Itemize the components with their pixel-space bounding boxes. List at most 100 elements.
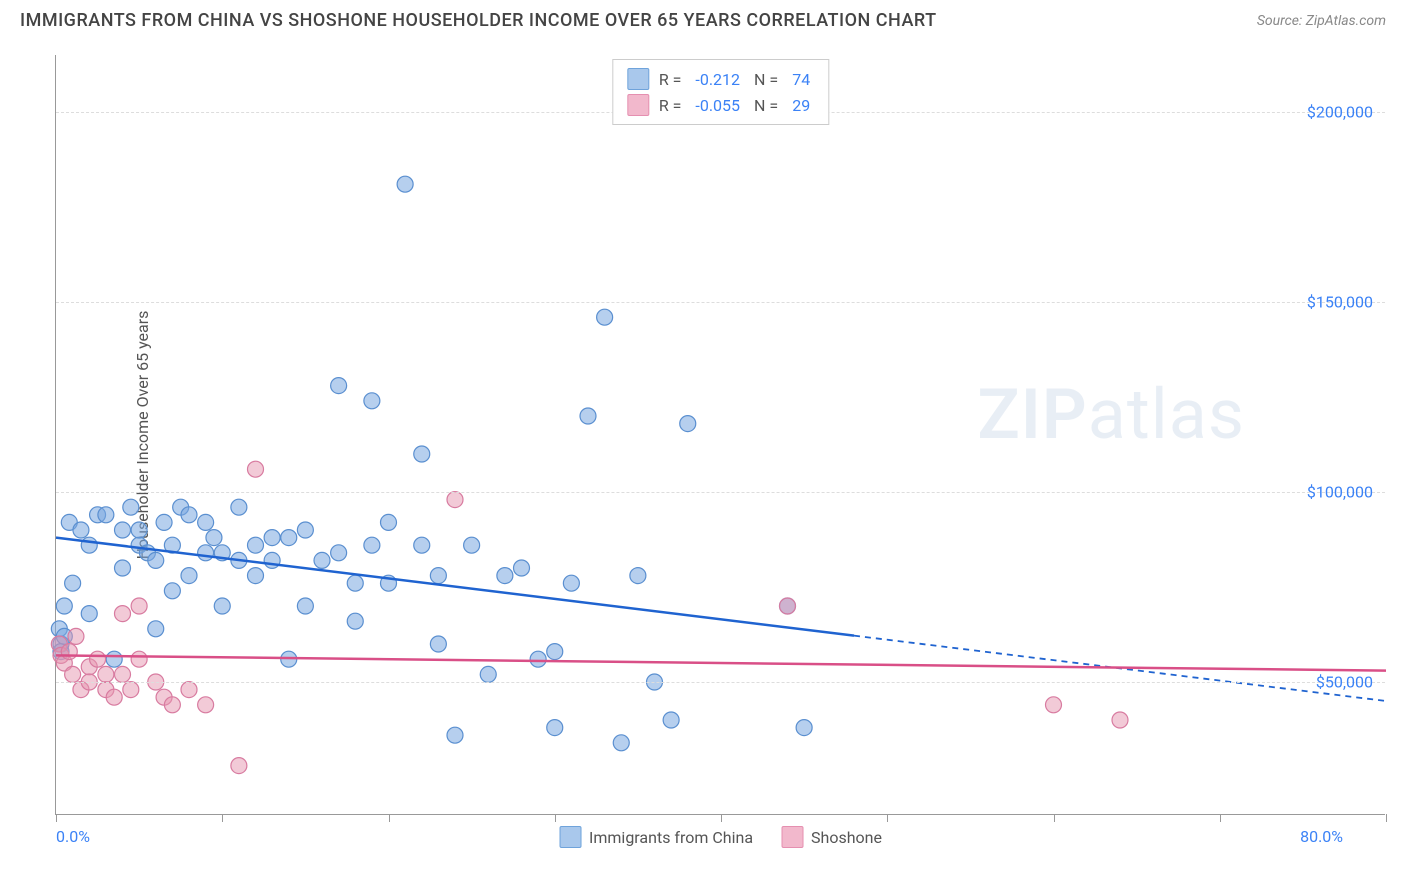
swatch-china: [627, 68, 649, 90]
gridline: [56, 492, 1385, 493]
data-point-shoshone: [115, 606, 131, 622]
data-point-china: [198, 545, 214, 561]
data-point-china: [106, 651, 122, 667]
data-point-shoshone: [181, 682, 197, 698]
swatch-shoshone: [627, 94, 649, 116]
data-point-china: [480, 666, 496, 682]
data-point-shoshone: [123, 682, 139, 698]
data-point-shoshone: [115, 666, 131, 682]
data-point-china: [131, 522, 147, 538]
y-tick-label: $200,000: [1307, 103, 1373, 122]
x-tick: [555, 814, 556, 822]
stats-legend: R = -0.212 N = 74 R = -0.055 N = 29: [612, 59, 829, 125]
r-label: R =: [659, 96, 682, 115]
data-point-shoshone: [98, 666, 114, 682]
legend-label-china: Immigrants from China: [589, 828, 753, 847]
data-point-shoshone: [106, 689, 122, 705]
data-point-china: [148, 621, 164, 637]
y-tick-label: $150,000: [1307, 293, 1373, 312]
x-tick: [887, 814, 888, 822]
data-point-shoshone: [61, 644, 77, 660]
data-point-china: [430, 636, 446, 652]
data-point-china: [613, 735, 629, 751]
data-point-china: [347, 575, 363, 591]
r-value-shoshone: -0.055: [695, 96, 740, 115]
data-point-china: [181, 507, 197, 523]
data-point-china: [198, 514, 214, 530]
data-point-china: [248, 568, 264, 584]
data-point-china: [347, 613, 363, 629]
data-point-china: [663, 712, 679, 728]
data-point-china: [181, 568, 197, 584]
gridline: [56, 682, 1385, 683]
data-point-china: [430, 568, 446, 584]
data-point-china: [364, 537, 380, 553]
data-point-china: [530, 651, 546, 667]
data-point-china: [231, 499, 247, 515]
data-point-china: [123, 499, 139, 515]
data-point-china: [56, 598, 72, 614]
data-point-china: [264, 530, 280, 546]
chart-plot-area: Householder Income Over 65 years ZIPatla…: [55, 55, 1385, 815]
x-tick: [56, 814, 57, 822]
data-point-china: [81, 537, 97, 553]
legend-item-shoshone: Shoshone: [781, 826, 882, 848]
data-point-china: [547, 644, 563, 660]
data-point-china: [115, 522, 131, 538]
x-tick: [721, 814, 722, 822]
data-point-shoshone: [68, 628, 84, 644]
data-point-china: [397, 176, 413, 192]
data-point-china: [206, 530, 222, 546]
data-point-shoshone: [1112, 712, 1128, 728]
n-label: N =: [754, 70, 778, 89]
data-point-china: [148, 552, 164, 568]
source-label: Source: ZipAtlas.com: [1257, 13, 1386, 29]
data-point-shoshone: [131, 598, 147, 614]
data-point-shoshone: [780, 598, 796, 614]
data-point-china: [514, 560, 530, 576]
stats-row-shoshone: R = -0.055 N = 29: [627, 92, 814, 118]
chart-title: IMMIGRANTS FROM CHINA VS SHOSHONE HOUSEH…: [20, 10, 937, 31]
data-point-shoshone: [164, 697, 180, 713]
x-axis-min-label: 0.0%: [56, 827, 90, 846]
data-point-china: [680, 416, 696, 432]
y-tick-label: $100,000: [1307, 483, 1373, 502]
data-point-china: [314, 552, 330, 568]
data-point-china: [156, 514, 172, 530]
data-point-china: [464, 537, 480, 553]
x-tick: [222, 814, 223, 822]
data-point-china: [414, 537, 430, 553]
n-value-china: 74: [792, 70, 810, 89]
data-point-shoshone: [248, 461, 264, 477]
data-point-china: [214, 598, 230, 614]
data-point-shoshone: [131, 651, 147, 667]
data-point-shoshone: [447, 492, 463, 508]
legend-label-shoshone: Shoshone: [811, 828, 882, 847]
r-value-china: -0.212: [695, 70, 740, 89]
data-point-shoshone: [90, 651, 106, 667]
y-tick-label: $50,000: [1316, 673, 1373, 692]
x-tick: [389, 814, 390, 822]
data-point-china: [414, 446, 430, 462]
stats-row-china: R = -0.212 N = 74: [627, 66, 814, 92]
data-point-china: [447, 727, 463, 743]
data-point-shoshone: [231, 758, 247, 774]
n-value-shoshone: 29: [792, 96, 810, 115]
data-point-china: [297, 598, 313, 614]
data-point-china: [364, 393, 380, 409]
data-point-china: [331, 378, 347, 394]
bottom-legend: Immigrants from China Shoshone: [559, 826, 882, 848]
data-point-china: [81, 606, 97, 622]
data-point-china: [65, 575, 81, 591]
gridline: [56, 302, 1385, 303]
data-point-china: [115, 560, 131, 576]
data-point-shoshone: [198, 697, 214, 713]
data-point-shoshone: [1046, 697, 1062, 713]
data-point-china: [248, 537, 264, 553]
x-tick: [1054, 814, 1055, 822]
data-point-china: [281, 530, 297, 546]
x-tick: [1386, 814, 1387, 822]
data-point-china: [597, 309, 613, 325]
data-point-china: [381, 514, 397, 530]
swatch-china-icon: [559, 826, 581, 848]
